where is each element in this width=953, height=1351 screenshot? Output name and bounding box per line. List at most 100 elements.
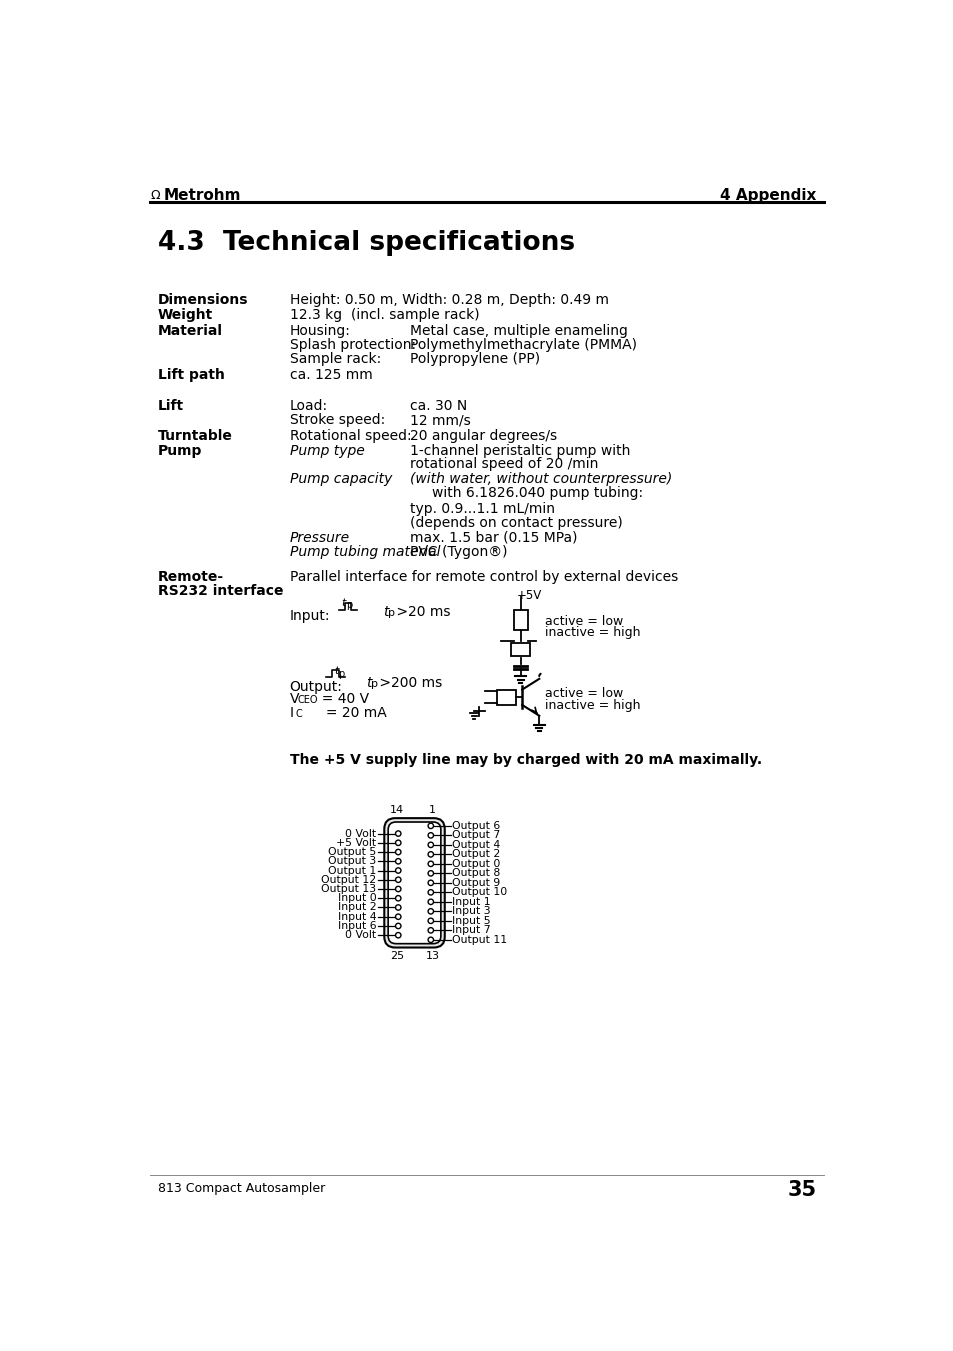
Circle shape bbox=[395, 905, 400, 911]
Text: Dimensions: Dimensions bbox=[158, 293, 248, 307]
Text: Input 0: Input 0 bbox=[337, 893, 376, 904]
Text: Input 2: Input 2 bbox=[337, 902, 376, 912]
Text: >200 ms: >200 ms bbox=[375, 676, 442, 690]
Text: p: p bbox=[338, 669, 344, 678]
Text: Pressure: Pressure bbox=[290, 531, 350, 544]
Text: inactive = high: inactive = high bbox=[545, 698, 640, 712]
Circle shape bbox=[395, 859, 400, 865]
Circle shape bbox=[428, 832, 433, 838]
Text: (with water, without counterpressure): (with water, without counterpressure) bbox=[410, 473, 672, 486]
Text: Output 10: Output 10 bbox=[452, 888, 507, 897]
Circle shape bbox=[428, 890, 433, 894]
Text: 20 angular degrees/s: 20 angular degrees/s bbox=[410, 428, 557, 443]
Text: p: p bbox=[346, 600, 353, 611]
Text: The +5 V supply line may by charged with 20 mA maximally.: The +5 V supply line may by charged with… bbox=[290, 754, 761, 767]
Text: Output 13: Output 13 bbox=[321, 884, 376, 894]
Text: Weight: Weight bbox=[158, 308, 213, 323]
Circle shape bbox=[428, 861, 433, 866]
Text: Input 6: Input 6 bbox=[337, 921, 376, 931]
Text: Polypropylene (PP): Polypropylene (PP) bbox=[410, 351, 539, 366]
Text: Input 1: Input 1 bbox=[452, 897, 491, 907]
Text: Metrohm: Metrohm bbox=[163, 188, 241, 203]
Text: Polymethylmethacrylate (PMMA): Polymethylmethacrylate (PMMA) bbox=[410, 338, 637, 351]
Text: Stroke speed:: Stroke speed: bbox=[290, 413, 385, 427]
Text: Splash protection:: Splash protection: bbox=[290, 338, 416, 351]
Text: Parallel interface for remote control by external devices: Parallel interface for remote control by… bbox=[290, 570, 678, 584]
Text: Output 2: Output 2 bbox=[452, 850, 500, 859]
Circle shape bbox=[395, 896, 400, 901]
Circle shape bbox=[428, 938, 433, 943]
Text: t: t bbox=[341, 598, 346, 608]
Circle shape bbox=[428, 880, 433, 885]
Text: inactive = high: inactive = high bbox=[545, 627, 640, 639]
Text: 0 Volt: 0 Volt bbox=[345, 931, 376, 940]
Text: 14: 14 bbox=[389, 805, 403, 815]
Text: Load:: Load: bbox=[290, 400, 328, 413]
Text: (depends on contact pressure): (depends on contact pressure) bbox=[410, 516, 622, 530]
Text: 12.3 kg  (incl. sample rack): 12.3 kg (incl. sample rack) bbox=[290, 308, 478, 323]
Text: Pump: Pump bbox=[158, 444, 202, 458]
Bar bbox=[513, 611, 527, 631]
Text: Output 0: Output 0 bbox=[452, 859, 500, 869]
Text: V: V bbox=[290, 692, 299, 705]
Circle shape bbox=[428, 900, 433, 905]
Text: RS232 interface: RS232 interface bbox=[158, 584, 283, 598]
Text: CEO: CEO bbox=[297, 694, 317, 705]
Circle shape bbox=[428, 842, 433, 847]
FancyBboxPatch shape bbox=[388, 821, 440, 943]
Text: Pump type: Pump type bbox=[290, 444, 364, 458]
Text: Input 5: Input 5 bbox=[452, 916, 491, 925]
Text: 35: 35 bbox=[787, 1179, 816, 1200]
Text: typ. 0.9...1.1 mL/min: typ. 0.9...1.1 mL/min bbox=[410, 501, 555, 516]
Text: active = low: active = low bbox=[545, 688, 623, 700]
Circle shape bbox=[428, 851, 433, 857]
FancyBboxPatch shape bbox=[384, 819, 444, 947]
Text: Output 9: Output 9 bbox=[452, 878, 500, 888]
Text: +5V: +5V bbox=[517, 589, 541, 603]
Circle shape bbox=[395, 831, 400, 836]
Text: Output:: Output: bbox=[290, 680, 342, 693]
Circle shape bbox=[428, 823, 433, 828]
Circle shape bbox=[428, 928, 433, 934]
Text: Lift path: Lift path bbox=[158, 369, 225, 382]
Circle shape bbox=[395, 877, 400, 882]
Text: = 20 mA: = 20 mA bbox=[303, 705, 386, 720]
Text: Pump capacity: Pump capacity bbox=[290, 473, 392, 486]
Text: ca. 125 mm: ca. 125 mm bbox=[290, 369, 372, 382]
Text: Sample rack:: Sample rack: bbox=[290, 351, 380, 366]
Text: t: t bbox=[382, 605, 388, 619]
Text: 4 Appendix: 4 Appendix bbox=[720, 188, 816, 203]
Text: Output 7: Output 7 bbox=[452, 831, 500, 840]
Circle shape bbox=[428, 870, 433, 875]
Bar bbox=[511, 643, 530, 657]
Text: Remote-: Remote- bbox=[158, 570, 224, 584]
Circle shape bbox=[395, 840, 400, 846]
Text: 25: 25 bbox=[389, 951, 403, 961]
Text: Height: 0.50 m, Width: 0.28 m, Depth: 0.49 m: Height: 0.50 m, Width: 0.28 m, Depth: 0.… bbox=[290, 293, 608, 307]
Text: I: I bbox=[290, 705, 294, 720]
Text: rotational speed of 20 /min: rotational speed of 20 /min bbox=[410, 457, 598, 471]
Text: Pump tubing material: Pump tubing material bbox=[290, 544, 439, 559]
Text: Output 12: Output 12 bbox=[321, 874, 376, 885]
Text: 0 Volt: 0 Volt bbox=[345, 828, 376, 839]
Text: Output 3: Output 3 bbox=[328, 857, 376, 866]
Text: Output 4: Output 4 bbox=[452, 840, 500, 850]
Text: p: p bbox=[388, 608, 395, 617]
Text: >20 ms: >20 ms bbox=[392, 605, 450, 619]
Text: Input 7: Input 7 bbox=[452, 925, 491, 935]
Text: 1: 1 bbox=[429, 805, 436, 815]
Text: 13: 13 bbox=[425, 951, 439, 961]
Text: Output 8: Output 8 bbox=[452, 869, 500, 878]
Circle shape bbox=[395, 850, 400, 855]
Text: Rotational speed:: Rotational speed: bbox=[290, 428, 411, 443]
Circle shape bbox=[395, 886, 400, 892]
Text: Output 1: Output 1 bbox=[328, 866, 376, 875]
Text: t: t bbox=[334, 666, 338, 677]
Text: Input:: Input: bbox=[290, 609, 330, 623]
Circle shape bbox=[395, 915, 400, 920]
Circle shape bbox=[428, 909, 433, 915]
Text: 4.3  Technical specifications: 4.3 Technical specifications bbox=[158, 230, 575, 255]
Circle shape bbox=[395, 932, 400, 938]
Text: Ω: Ω bbox=[150, 189, 160, 203]
Bar bbox=[497, 689, 516, 705]
